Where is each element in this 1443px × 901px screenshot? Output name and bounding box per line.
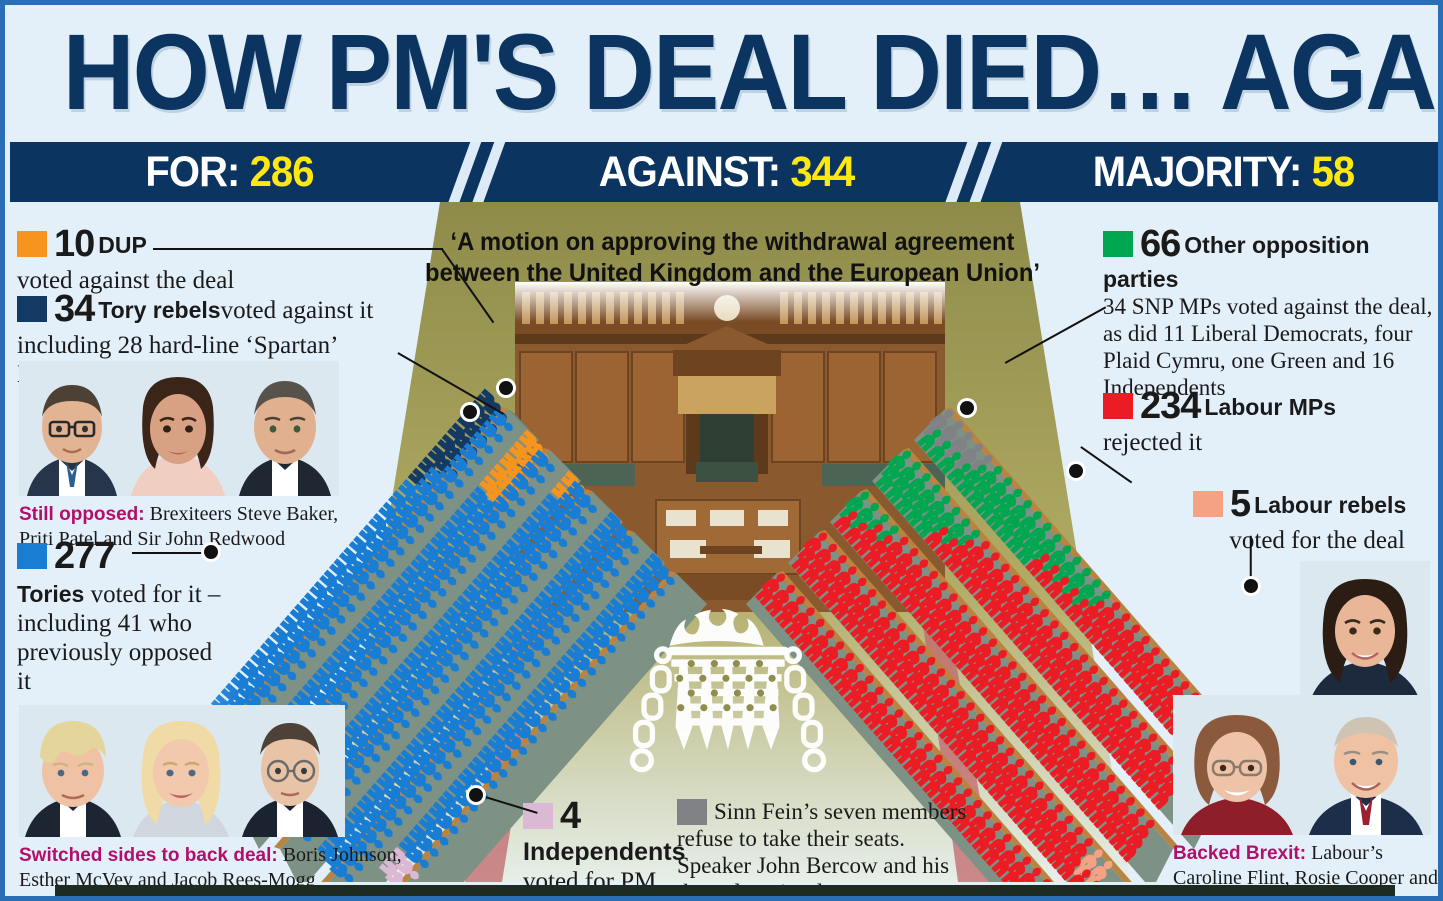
vote-summary-bar: FOR: 286 AGAINST: 344 MAJORITY: 58 (10, 142, 1438, 202)
other-opposition-swatch (1103, 231, 1133, 257)
photo-esther-mcvey-image (127, 705, 235, 837)
dup-body: voted against the deal (17, 267, 235, 294)
tories-body: voted for it – including 41 who previous… (17, 581, 221, 695)
tory-rebels-party: Tory rebels (98, 297, 221, 323)
tory-rebels-swatch (17, 296, 47, 322)
stat-majority-value: 58 (1311, 147, 1356, 196)
sinn-fein-swatch (677, 799, 707, 825)
leader-dot-dup (499, 381, 513, 395)
photo-caroline-flint-image (1300, 561, 1430, 701)
photo-jacob-rees-mogg (235, 705, 345, 837)
photo-caroline-flint-wrap (1300, 561, 1430, 701)
photo-boris-johnson (19, 705, 127, 837)
photo-priti-patel-image (125, 361, 231, 496)
stat-against: AGAINST: 344 (522, 148, 930, 197)
leader-dot-other-opposition (960, 401, 974, 415)
labour-swatch (1103, 393, 1133, 419)
annotation-labour: 234 Labour MPs rejected it (1103, 385, 1433, 457)
annotation-other-opposition: 66 Other opposition parties 34 SNP MPs v… (1103, 223, 1438, 401)
leader-line-dup (153, 248, 443, 250)
photo-jacob-rees-mogg-image (235, 705, 345, 837)
motion-quote: ‘A motion on approving the withdrawal ag… (425, 228, 1040, 287)
annotation-sinn-fein: Sinn Fein’s seven members refuse to take… (677, 798, 967, 896)
tories-party: Tories (17, 581, 85, 607)
photo-john-redwood-image (231, 361, 339, 496)
photo-priti-patel (125, 361, 231, 496)
divider-slash-1 (445, 142, 508, 202)
photo-john-mann-image (1301, 695, 1431, 835)
stat-against-label: AGAINST: (598, 147, 781, 196)
leader-line-tories (132, 552, 214, 554)
photo-rosie-cooper (1173, 695, 1301, 835)
other-opposition-body: 34 SNP MPs voted against the deal, as di… (1103, 294, 1433, 400)
caption-backed-brexit-label: Backed Brexit: (1173, 843, 1307, 864)
photo-strip-still-opposed (19, 361, 339, 496)
divider-slash-2 (942, 142, 1005, 202)
caption-still-opposed-label: Still opposed: (19, 504, 145, 525)
dup-count: 10 (54, 223, 95, 265)
annotation-dup: 10 DUP voted against the deal (17, 223, 417, 295)
labour-count: 234 (1140, 385, 1201, 427)
labour-party: Labour MPs (1204, 394, 1337, 420)
photo-steve-baker-image (19, 361, 125, 496)
annotation-independents: 4 Independents voted for PM (523, 795, 686, 896)
photo-john-mann (1301, 695, 1431, 835)
caption-switched-sides-label: Switched sides to back deal: (19, 845, 278, 866)
other-opposition-party: Other opposition parties (1103, 232, 1370, 292)
labour-rebels-swatch (1193, 491, 1223, 517)
tory-rebels-tail: voted against it (220, 297, 374, 324)
photo-boris-johnson-image (19, 705, 127, 837)
leader-dot-labour-rebels (1244, 579, 1258, 593)
photo-esther-mcvey (127, 705, 235, 837)
labour-body: rejected it (1103, 429, 1203, 456)
tories-swatch (17, 543, 47, 569)
annotation-labour-rebels: 5 Labour rebels voted for the deal (1193, 483, 1438, 555)
photo-strip-backed-brexit (1173, 695, 1431, 835)
stat-for-value: 286 (249, 147, 315, 196)
bottom-rule (55, 885, 1395, 896)
stat-for-label: FOR: (145, 147, 240, 196)
tory-rebels-count: 34 (54, 288, 95, 330)
stat-majority-label: MAJORITY: (1092, 147, 1303, 196)
leader-dot-labour (1069, 464, 1083, 478)
leader-dot-independents (469, 788, 483, 802)
caption-still-opposed: Still opposed: Brexiteers Steve Baker, P… (19, 502, 349, 551)
labour-rebels-body: voted for the deal (1229, 527, 1405, 554)
photo-caroline-flint (1300, 561, 1430, 701)
annotation-tories: 277 Tories voted for it – including 41 w… (17, 535, 227, 696)
labour-rebels-count: 5 (1230, 483, 1251, 525)
leader-dot-tories (204, 545, 218, 559)
photo-steve-baker (19, 361, 125, 496)
leader-dot-tory-rebels (463, 405, 477, 419)
caption-still-opposed-text: Brexiteers Steve Baker, Priti Patel and … (19, 503, 339, 550)
photo-john-redwood (231, 361, 339, 496)
labour-rebels-party: Labour rebels (1254, 492, 1407, 518)
tories-count: 277 (54, 535, 115, 577)
independents-count: 4 (560, 795, 581, 837)
stat-against-value: 344 (790, 147, 855, 196)
dup-party: DUP (98, 232, 147, 258)
independents-swatch (523, 803, 553, 829)
dup-swatch (17, 231, 47, 257)
photo-strip-switched-sides (19, 705, 345, 837)
sinn-fein-body: Sinn Fein’s seven members refuse to take… (677, 799, 967, 851)
stat-majority: MAJORITY: 58 (1019, 148, 1427, 197)
stat-for: FOR: 286 (25, 148, 433, 197)
photo-rosie-cooper-image (1173, 695, 1301, 835)
other-opposition-count: 66 (1140, 223, 1181, 265)
page-title: HOW PM'S DEAL DIED… AGAIN (62, 11, 1443, 132)
independents-party: Independents (523, 838, 686, 866)
